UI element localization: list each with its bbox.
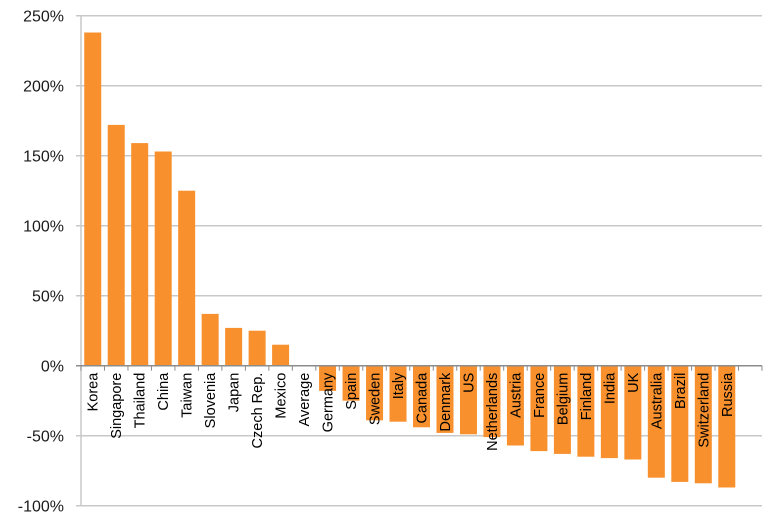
x-category-label: Slovenia: [203, 372, 219, 429]
x-category-label: Russia: [720, 372, 736, 417]
x-category-label: Denmark: [438, 372, 454, 432]
bar: [436, 365, 454, 433]
y-tick-label: 100%: [23, 219, 64, 236]
bar: [154, 151, 172, 366]
x-category-label: Australia: [649, 372, 665, 429]
y-tick-label: -50%: [27, 429, 64, 446]
x-category-label: Mexico: [274, 373, 290, 419]
bar: [600, 365, 618, 459]
x-category-label: China: [156, 372, 172, 411]
bar: [671, 365, 689, 482]
x-category-label: Switzerland: [696, 373, 712, 448]
bar: [131, 143, 149, 366]
x-category-label: France: [532, 373, 548, 418]
bar: [506, 365, 524, 446]
x-category-label: India: [602, 372, 618, 404]
bar: [483, 365, 501, 438]
bar: [225, 327, 243, 366]
y-tick-label: 150%: [23, 149, 64, 166]
x-category-label: Taiwan: [180, 373, 196, 418]
bar: [389, 365, 407, 422]
bar: [624, 365, 642, 460]
x-category-label: UK: [626, 372, 642, 392]
bar: [342, 365, 360, 401]
y-tick-label: 250%: [23, 9, 64, 26]
bar: [272, 344, 290, 366]
x-category-label: Belgium: [555, 373, 571, 425]
bar: [459, 365, 477, 435]
bar: [201, 313, 219, 366]
x-category-label: Korea: [86, 372, 102, 412]
x-category-label: Spain: [344, 373, 360, 410]
x-category-label: US: [461, 373, 477, 393]
bar: [84, 32, 102, 366]
bar: [178, 190, 196, 366]
bar: [366, 365, 384, 421]
bar: [248, 330, 266, 366]
x-category-label: Finland: [579, 373, 595, 421]
y-tick-label: 200%: [23, 79, 64, 96]
x-category-label: Singapore: [109, 373, 125, 439]
bar: [577, 365, 595, 457]
bar: [694, 365, 712, 484]
x-category-label: Average: [297, 373, 313, 427]
bar: [718, 365, 736, 488]
bar: [413, 365, 430, 428]
y-tick-label: -100%: [18, 499, 64, 516]
y-axis-tick-labels: 250% 200% 150% 100% 50% 0% -50% -100%: [18, 9, 64, 516]
x-category-label: Austria: [508, 372, 524, 418]
x-category-label: Czech Rep.: [250, 373, 266, 449]
x-category-label: Germany: [321, 372, 337, 432]
x-category-label: Netherlands: [485, 373, 501, 451]
bar: [107, 124, 125, 366]
x-category-label: Thailand: [133, 373, 149, 429]
x-category-label: Brazil: [673, 373, 689, 409]
x-axis-category-labels: Korea Singapore Thailand China Taiwan Sloveni…: [86, 372, 736, 451]
x-category-label: Canada: [415, 372, 431, 424]
x-category-label: Italy: [391, 372, 407, 399]
bar: [530, 365, 548, 452]
y-tick-label: 0%: [41, 359, 64, 376]
bar: [553, 365, 571, 454]
bar: [319, 365, 337, 391]
bar: [647, 365, 665, 478]
y-tick-label: 50%: [32, 289, 64, 306]
x-category-label: Sweden: [368, 373, 384, 425]
bars: [84, 32, 736, 488]
axes: [76, 15, 763, 506]
x-category-label: Japan: [227, 373, 243, 413]
